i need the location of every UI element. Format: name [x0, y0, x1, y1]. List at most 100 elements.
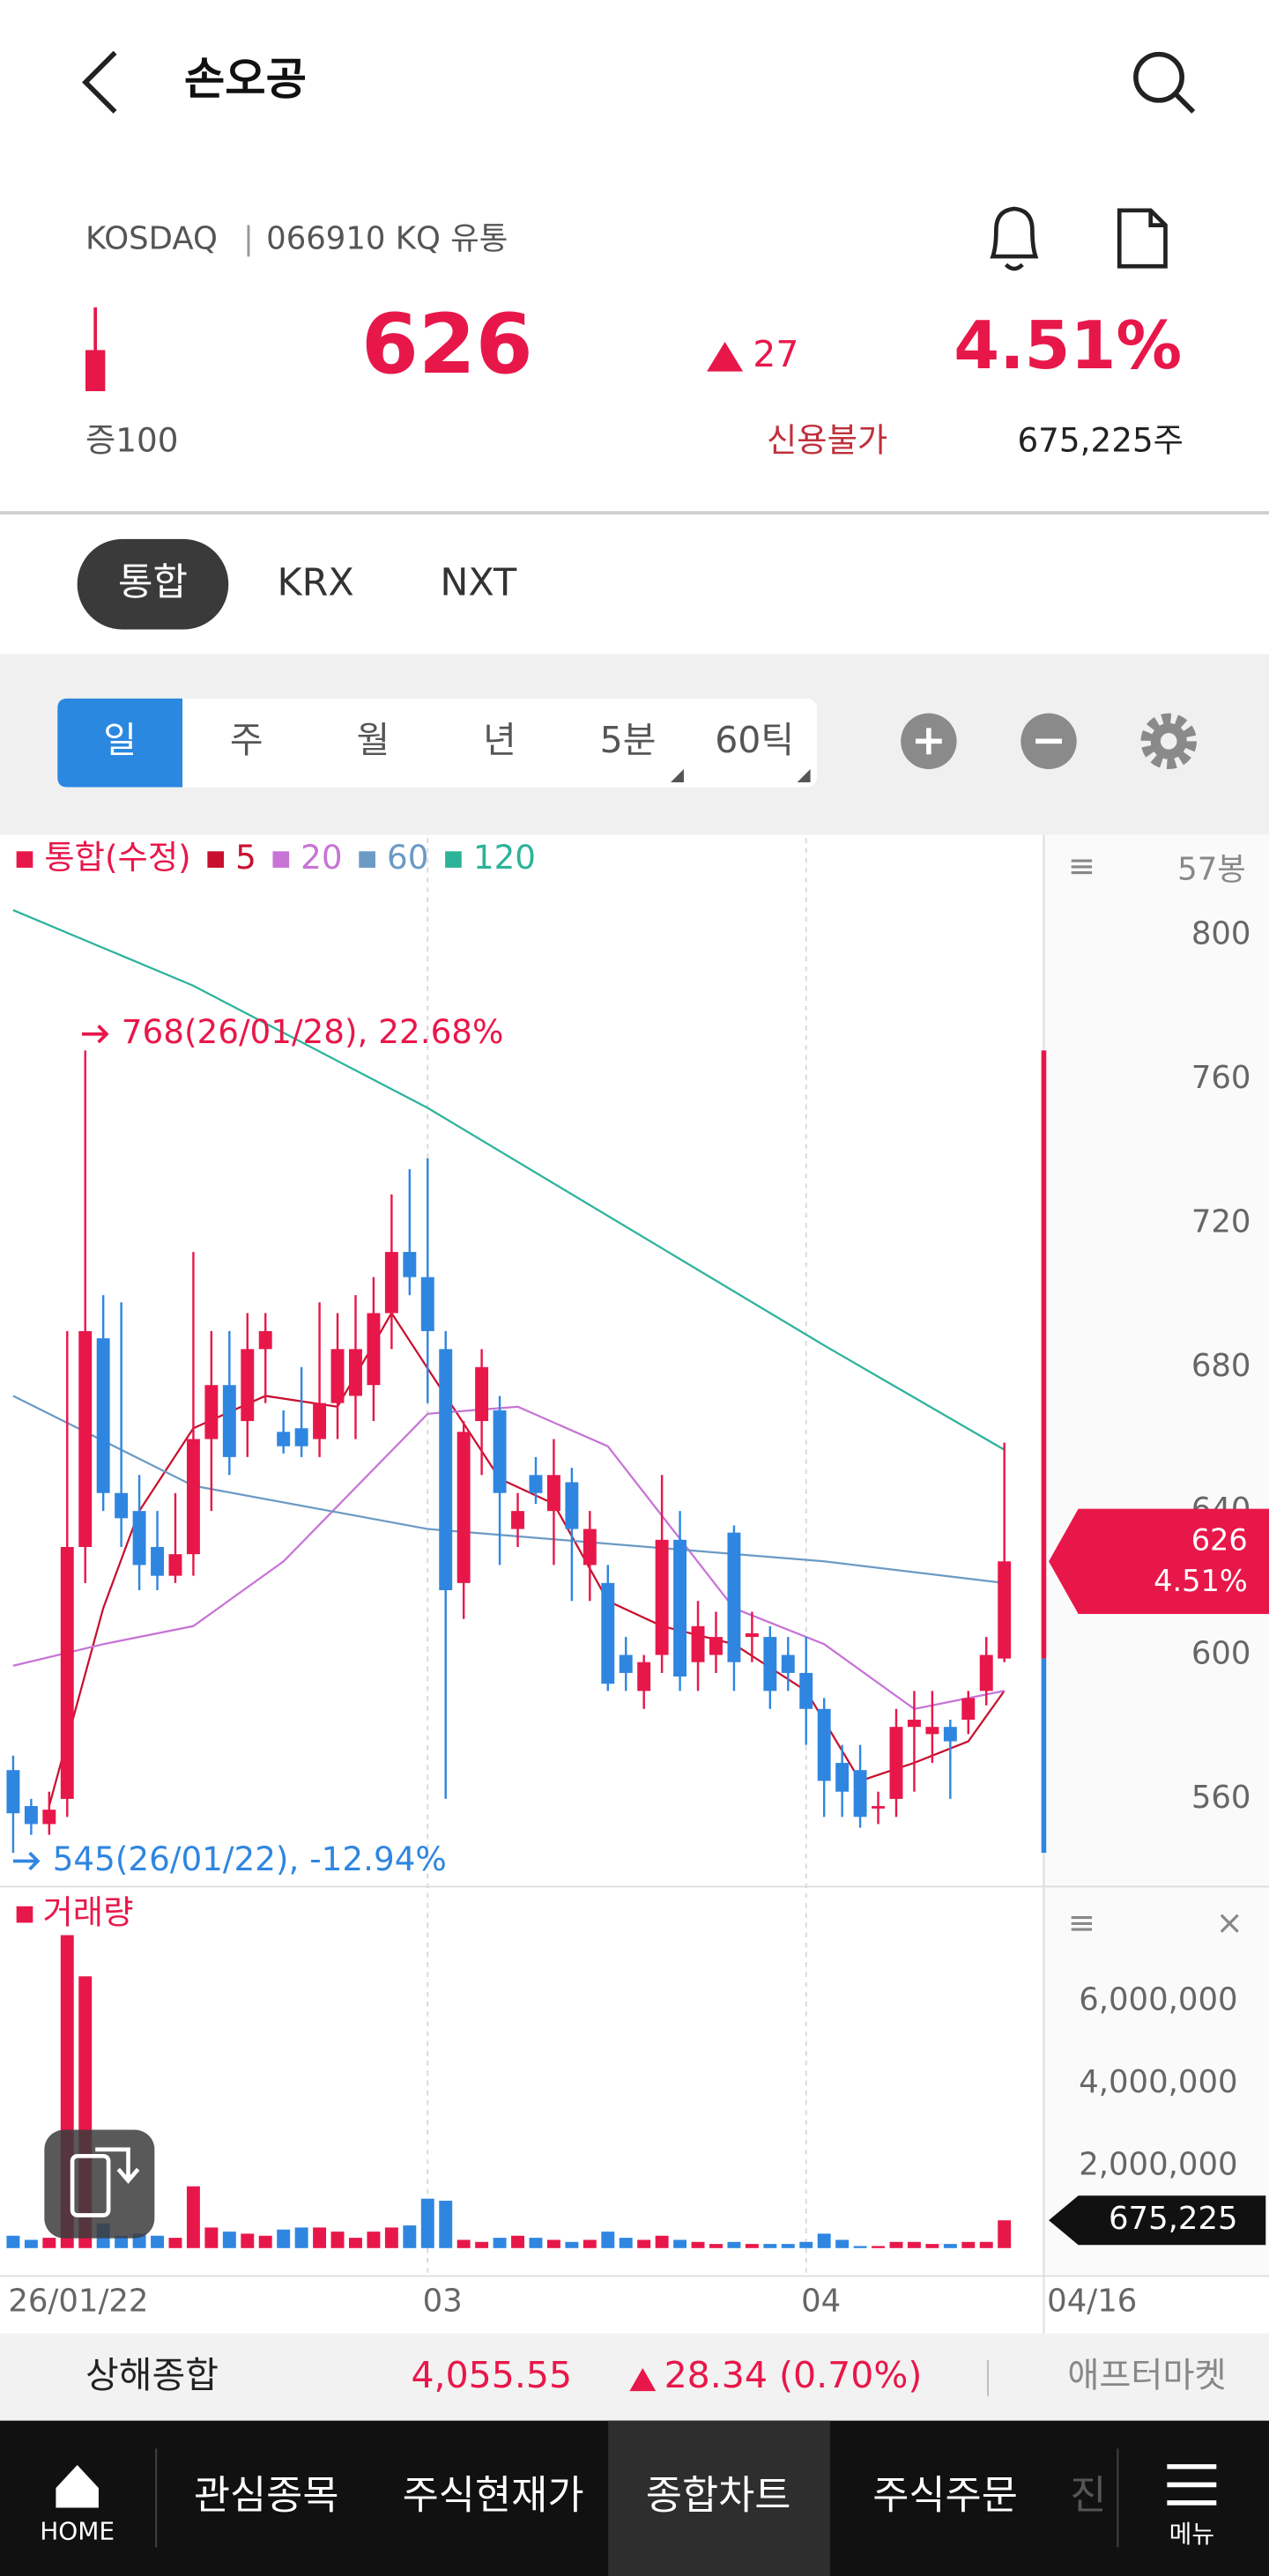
period-button[interactable]: 일 [103, 719, 137, 761]
market-tab[interactable]: KRX [277, 561, 353, 605]
candle-body [349, 1349, 362, 1396]
volume-bar [546, 2239, 560, 2248]
candle-body [799, 1672, 813, 1709]
menu-label[interactable]: 메뉴 [1169, 2520, 1214, 2549]
candle-body [493, 1410, 507, 1493]
close-icon[interactable]: × [1216, 1903, 1243, 1942]
volume-bar [655, 2235, 669, 2248]
x-tick-label: 26/01/22 [8, 2283, 148, 2319]
annotation-arrow [81, 1025, 109, 1044]
alert-button[interactable] [990, 206, 1039, 271]
moving-average [12, 1395, 1005, 1585]
zoom-out-button[interactable] [1020, 713, 1077, 770]
candle-body [998, 1561, 1012, 1659]
nav-item[interactable]: 진 [1070, 2471, 1106, 2518]
volume-bar [367, 2232, 381, 2248]
y-tick-label: 760 [1191, 1060, 1251, 1096]
legend-label: 60 [387, 838, 428, 877]
candle-body [727, 1532, 741, 1662]
period-button[interactable]: 주 [230, 719, 263, 761]
rotate-button[interactable] [44, 2129, 155, 2239]
market-bar-bg [0, 2333, 1269, 2421]
market-tab[interactable]: NXT [440, 561, 517, 605]
candle-body [691, 1625, 705, 1662]
settings-button[interactable] [1140, 713, 1197, 770]
current-price: 626 [361, 296, 533, 392]
candle-body [583, 1529, 597, 1566]
period-button[interactable]: 월 [357, 719, 390, 761]
volume-bar [456, 2239, 471, 2248]
candle-body [420, 1277, 434, 1331]
volume-tag-value: 675,225 [1109, 2201, 1238, 2237]
period-button[interactable]: 60틱 [715, 719, 794, 761]
candle-body [601, 1582, 615, 1684]
candle-body [294, 1428, 308, 1447]
menu-icon[interactable]: ≡ [1068, 846, 1095, 885]
candle-body [565, 1482, 579, 1529]
home-icon[interactable] [56, 2465, 99, 2508]
volume-bar [907, 2241, 921, 2248]
period-button[interactable]: 년 [483, 719, 516, 761]
volume-bar [42, 2238, 56, 2248]
nav-item[interactable]: 종합차트 [646, 2471, 791, 2518]
back-button[interactable] [82, 50, 117, 114]
volume-tick-label: 4,000,000 [1079, 2064, 1237, 2100]
candle-body [258, 1330, 272, 1350]
period-group [57, 698, 818, 788]
candle-body [6, 1770, 20, 1814]
volume-bar [781, 2244, 795, 2248]
moving-average [12, 909, 1006, 1451]
volume-bar [763, 2244, 777, 2248]
x-tick-label: 03 [423, 2283, 463, 2319]
tab-selected [77, 538, 229, 630]
volume-tick-label: 6,000,000 [1079, 1981, 1237, 2017]
search-button[interactable] [1133, 51, 1196, 114]
y-tick-label: 720 [1191, 1203, 1251, 1240]
market-tab[interactable]: 통합 [118, 561, 188, 605]
volume-bar [475, 2241, 489, 2248]
volume-bar [168, 2238, 182, 2248]
candle-body [475, 1366, 489, 1422]
volume-bar [998, 2220, 1012, 2248]
volume-bar [186, 2186, 200, 2248]
candle-body [186, 1439, 200, 1555]
volume-bar [6, 2235, 20, 2248]
nav-item[interactable]: 주식현재가 [403, 2471, 584, 2518]
volume-bar [835, 2239, 850, 2248]
candle-body [853, 1770, 867, 1817]
volume-bar [330, 2232, 345, 2248]
candle-body [96, 1338, 110, 1493]
legend-label: 5 [235, 838, 256, 877]
menu-icon[interactable] [1167, 2464, 1217, 2506]
volume-bar [439, 2201, 453, 2248]
candle-body [204, 1385, 219, 1440]
dropdown-mark [671, 769, 684, 782]
volume-bar [961, 2241, 976, 2248]
stock-title: 손오공 [184, 53, 307, 105]
volume-bar [420, 2198, 434, 2248]
candle-body [313, 1403, 327, 1440]
candle-body [529, 1475, 543, 1493]
home-label[interactable]: HOME [40, 2516, 115, 2545]
candle-body [60, 1546, 74, 1799]
period-button[interactable]: 5분 [600, 719, 657, 761]
y-tick-label: 600 [1191, 1636, 1251, 1672]
candle-body [330, 1349, 345, 1403]
price-tag-value: 626 [1191, 1522, 1248, 1557]
candle-body [222, 1385, 236, 1457]
zoom-in-button[interactable] [901, 713, 957, 770]
mini-candle-body [85, 350, 106, 392]
volume-bar [222, 2232, 236, 2248]
menu-icon[interactable]: ≡ [1068, 1903, 1095, 1942]
volume-bar [979, 2241, 993, 2248]
nav-items: 관심종목 주식현재가 종합차트 주식주문 진 [194, 2471, 1107, 2518]
legend-swatch [445, 851, 462, 868]
nav-item[interactable]: 관심종목 [194, 2471, 339, 2518]
volume-bar [511, 2235, 524, 2248]
nav-item[interactable]: 주식주문 [872, 2471, 1018, 2518]
market: KOSDAQ [85, 220, 218, 256]
period-buttons: 일 주 월 년 5분 60틱 [57, 698, 794, 788]
document-button[interactable] [1117, 208, 1168, 269]
candle-body [384, 1252, 398, 1314]
